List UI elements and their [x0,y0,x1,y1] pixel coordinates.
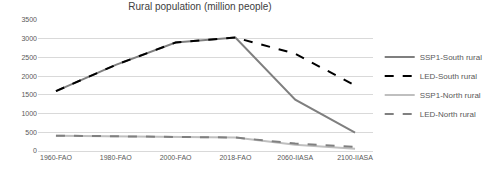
svg-text:3500: 3500 [21,16,37,23]
svg-text:LED-North rural: LED-North rural [420,110,476,119]
svg-text:1000: 1000 [21,110,37,117]
svg-text:2000: 2000 [21,73,37,80]
svg-text:SSP1-North rural: SSP1-North rural [420,91,481,100]
svg-text:2000-FAO: 2000-FAO [160,154,192,161]
svg-text:2018-FAO: 2018-FAO [219,154,251,161]
svg-text:0: 0 [33,147,37,154]
svg-text:Rural population (million peop: Rural population (million people) [128,1,271,12]
svg-text:1980-FAO: 1980-FAO [100,154,132,161]
svg-text:2500: 2500 [21,54,37,61]
svg-text:SSP1-South rural: SSP1-South rural [420,53,482,62]
svg-text:1960-FAO: 1960-FAO [40,154,72,161]
svg-text:2060-IIASA: 2060-IIASA [277,154,313,161]
svg-text:3000: 3000 [21,35,37,42]
svg-text:500: 500 [25,129,37,136]
svg-text:LED-South rural: LED-South rural [420,72,478,81]
svg-text:2100-IIASA: 2100-IIASA [337,154,373,161]
svg-text:1500: 1500 [21,91,37,98]
